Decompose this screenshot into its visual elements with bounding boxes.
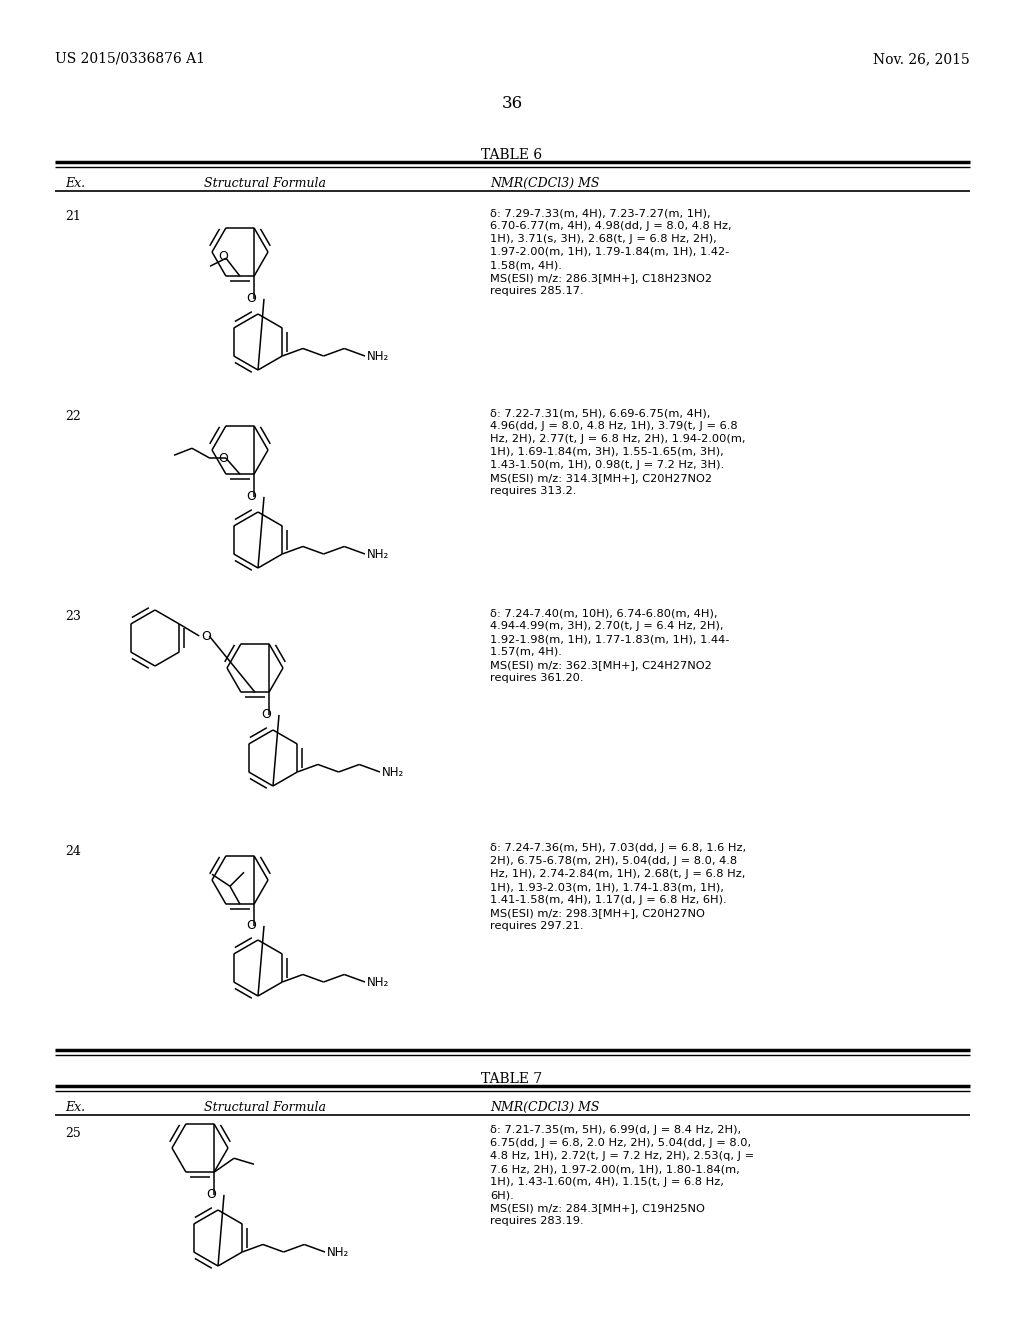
Text: MS(ESI) m/z: 286.3[MH+], C18H23NO2: MS(ESI) m/z: 286.3[MH+], C18H23NO2	[490, 273, 712, 282]
Text: TABLE 7: TABLE 7	[481, 1072, 543, 1086]
Text: 21: 21	[65, 210, 81, 223]
Text: O: O	[261, 709, 271, 721]
Text: δ: 7.21-7.35(m, 5H), 6.99(d, J = 8.4 Hz, 2H),: δ: 7.21-7.35(m, 5H), 6.99(d, J = 8.4 Hz,…	[490, 1125, 741, 1135]
Text: 36: 36	[502, 95, 522, 112]
Text: NMR(CDCl3) MS: NMR(CDCl3) MS	[490, 1101, 599, 1114]
Text: δ: 7.24-7.40(m, 10H), 6.74-6.80(m, 4H),: δ: 7.24-7.40(m, 10H), 6.74-6.80(m, 4H),	[490, 609, 718, 618]
Text: requires 361.20.: requires 361.20.	[490, 673, 584, 682]
Text: requires 283.19.: requires 283.19.	[490, 1216, 584, 1226]
Text: 22: 22	[65, 411, 81, 422]
Text: O: O	[246, 490, 256, 503]
Text: Hz, 2H), 2.77(t, J = 6.8 Hz, 2H), 1.94-2.00(m,: Hz, 2H), 2.77(t, J = 6.8 Hz, 2H), 1.94-2…	[490, 434, 745, 444]
Text: 1H), 1.43-1.60(m, 4H), 1.15(t, J = 6.8 Hz,: 1H), 1.43-1.60(m, 4H), 1.15(t, J = 6.8 H…	[490, 1177, 724, 1187]
Text: O: O	[246, 292, 256, 305]
Text: 6.70-6.77(m, 4H), 4.98(dd, J = 8.0, 4.8 Hz,: 6.70-6.77(m, 4H), 4.98(dd, J = 8.0, 4.8 …	[490, 220, 731, 231]
Text: O: O	[218, 451, 228, 465]
Text: 1.92-1.98(m, 1H), 1.77-1.83(m, 1H), 1.44-: 1.92-1.98(m, 1H), 1.77-1.83(m, 1H), 1.44…	[490, 634, 729, 644]
Text: NH₂: NH₂	[382, 766, 404, 779]
Text: 1H), 1.93-2.03(m, 1H), 1.74-1.83(m, 1H),: 1H), 1.93-2.03(m, 1H), 1.74-1.83(m, 1H),	[490, 882, 724, 892]
Text: 4.96(dd, J = 8.0, 4.8 Hz, 1H), 3.79(t, J = 6.8: 4.96(dd, J = 8.0, 4.8 Hz, 1H), 3.79(t, J…	[490, 421, 737, 432]
Text: Structural Formula: Structural Formula	[204, 1101, 326, 1114]
Text: O: O	[246, 919, 256, 932]
Text: O: O	[206, 1188, 216, 1201]
Text: NH₂: NH₂	[367, 350, 389, 363]
Text: 25: 25	[65, 1127, 81, 1140]
Text: US 2015/0336876 A1: US 2015/0336876 A1	[55, 51, 205, 66]
Text: 1.43-1.50(m, 1H), 0.98(t, J = 7.2 Hz, 3H).: 1.43-1.50(m, 1H), 0.98(t, J = 7.2 Hz, 3H…	[490, 459, 724, 470]
Text: 1.58(m, 4H).: 1.58(m, 4H).	[490, 260, 562, 271]
Text: δ: 7.24-7.36(m, 5H), 7.03(dd, J = 6.8, 1.6 Hz,: δ: 7.24-7.36(m, 5H), 7.03(dd, J = 6.8, 1…	[490, 843, 746, 853]
Text: 6.75(dd, J = 6.8, 2.0 Hz, 2H), 5.04(dd, J = 8.0,: 6.75(dd, J = 6.8, 2.0 Hz, 2H), 5.04(dd, …	[490, 1138, 752, 1148]
Text: Hz, 1H), 2.74-2.84(m, 1H), 2.68(t, J = 6.8 Hz,: Hz, 1H), 2.74-2.84(m, 1H), 2.68(t, J = 6…	[490, 869, 745, 879]
Text: Ex.: Ex.	[65, 1101, 85, 1114]
Text: 1H), 1.69-1.84(m, 3H), 1.55-1.65(m, 3H),: 1H), 1.69-1.84(m, 3H), 1.55-1.65(m, 3H),	[490, 447, 724, 457]
Text: MS(ESI) m/z: 298.3[MH+], C20H27NO: MS(ESI) m/z: 298.3[MH+], C20H27NO	[490, 908, 705, 917]
Text: 1H), 3.71(s, 3H), 2.68(t, J = 6.8 Hz, 2H),: 1H), 3.71(s, 3H), 2.68(t, J = 6.8 Hz, 2H…	[490, 234, 717, 244]
Text: 1.97-2.00(m, 1H), 1.79-1.84(m, 1H), 1.42-: 1.97-2.00(m, 1H), 1.79-1.84(m, 1H), 1.42…	[490, 247, 729, 257]
Text: NMR(CDCl3) MS: NMR(CDCl3) MS	[490, 177, 599, 190]
Text: 4.8 Hz, 1H), 2.72(t, J = 7.2 Hz, 2H), 2.53(q, J =: 4.8 Hz, 1H), 2.72(t, J = 7.2 Hz, 2H), 2.…	[490, 1151, 754, 1162]
Text: O: O	[202, 630, 211, 643]
Text: δ: 7.29-7.33(m, 4H), 7.23-7.27(m, 1H),: δ: 7.29-7.33(m, 4H), 7.23-7.27(m, 1H),	[490, 209, 711, 218]
Text: Structural Formula: Structural Formula	[204, 177, 326, 190]
Text: MS(ESI) m/z: 284.3[MH+], C19H25NO: MS(ESI) m/z: 284.3[MH+], C19H25NO	[490, 1203, 705, 1213]
Text: requires 285.17.: requires 285.17.	[490, 286, 584, 296]
Text: 2H), 6.75-6.78(m, 2H), 5.04(dd, J = 8.0, 4.8: 2H), 6.75-6.78(m, 2H), 5.04(dd, J = 8.0,…	[490, 855, 737, 866]
Text: 1.57(m, 4H).: 1.57(m, 4H).	[490, 647, 562, 657]
Text: NH₂: NH₂	[367, 975, 389, 989]
Text: MS(ESI) m/z: 362.3[MH+], C24H27NO2: MS(ESI) m/z: 362.3[MH+], C24H27NO2	[490, 660, 712, 671]
Text: 1.41-1.58(m, 4H), 1.17(d, J = 6.8 Hz, 6H).: 1.41-1.58(m, 4H), 1.17(d, J = 6.8 Hz, 6H…	[490, 895, 727, 906]
Text: Ex.: Ex.	[65, 177, 85, 190]
Text: 6H).: 6H).	[490, 1191, 514, 1200]
Text: MS(ESI) m/z: 314.3[MH+], C20H27NO2: MS(ESI) m/z: 314.3[MH+], C20H27NO2	[490, 473, 712, 483]
Text: NH₂: NH₂	[367, 548, 389, 561]
Text: NH₂: NH₂	[327, 1246, 349, 1258]
Text: 24: 24	[65, 845, 81, 858]
Text: 23: 23	[65, 610, 81, 623]
Text: 7.6 Hz, 2H), 1.97-2.00(m, 1H), 1.80-1.84(m,: 7.6 Hz, 2H), 1.97-2.00(m, 1H), 1.80-1.84…	[490, 1164, 739, 1173]
Text: requires 297.21.: requires 297.21.	[490, 921, 584, 931]
Text: δ: 7.22-7.31(m, 5H), 6.69-6.75(m, 4H),: δ: 7.22-7.31(m, 5H), 6.69-6.75(m, 4H),	[490, 408, 711, 418]
Text: TABLE 6: TABLE 6	[481, 148, 543, 162]
Text: requires 313.2.: requires 313.2.	[490, 486, 577, 496]
Text: 4.94-4.99(m, 3H), 2.70(t, J = 6.4 Hz, 2H),: 4.94-4.99(m, 3H), 2.70(t, J = 6.4 Hz, 2H…	[490, 620, 724, 631]
Text: O: O	[218, 249, 228, 263]
Text: Nov. 26, 2015: Nov. 26, 2015	[873, 51, 970, 66]
